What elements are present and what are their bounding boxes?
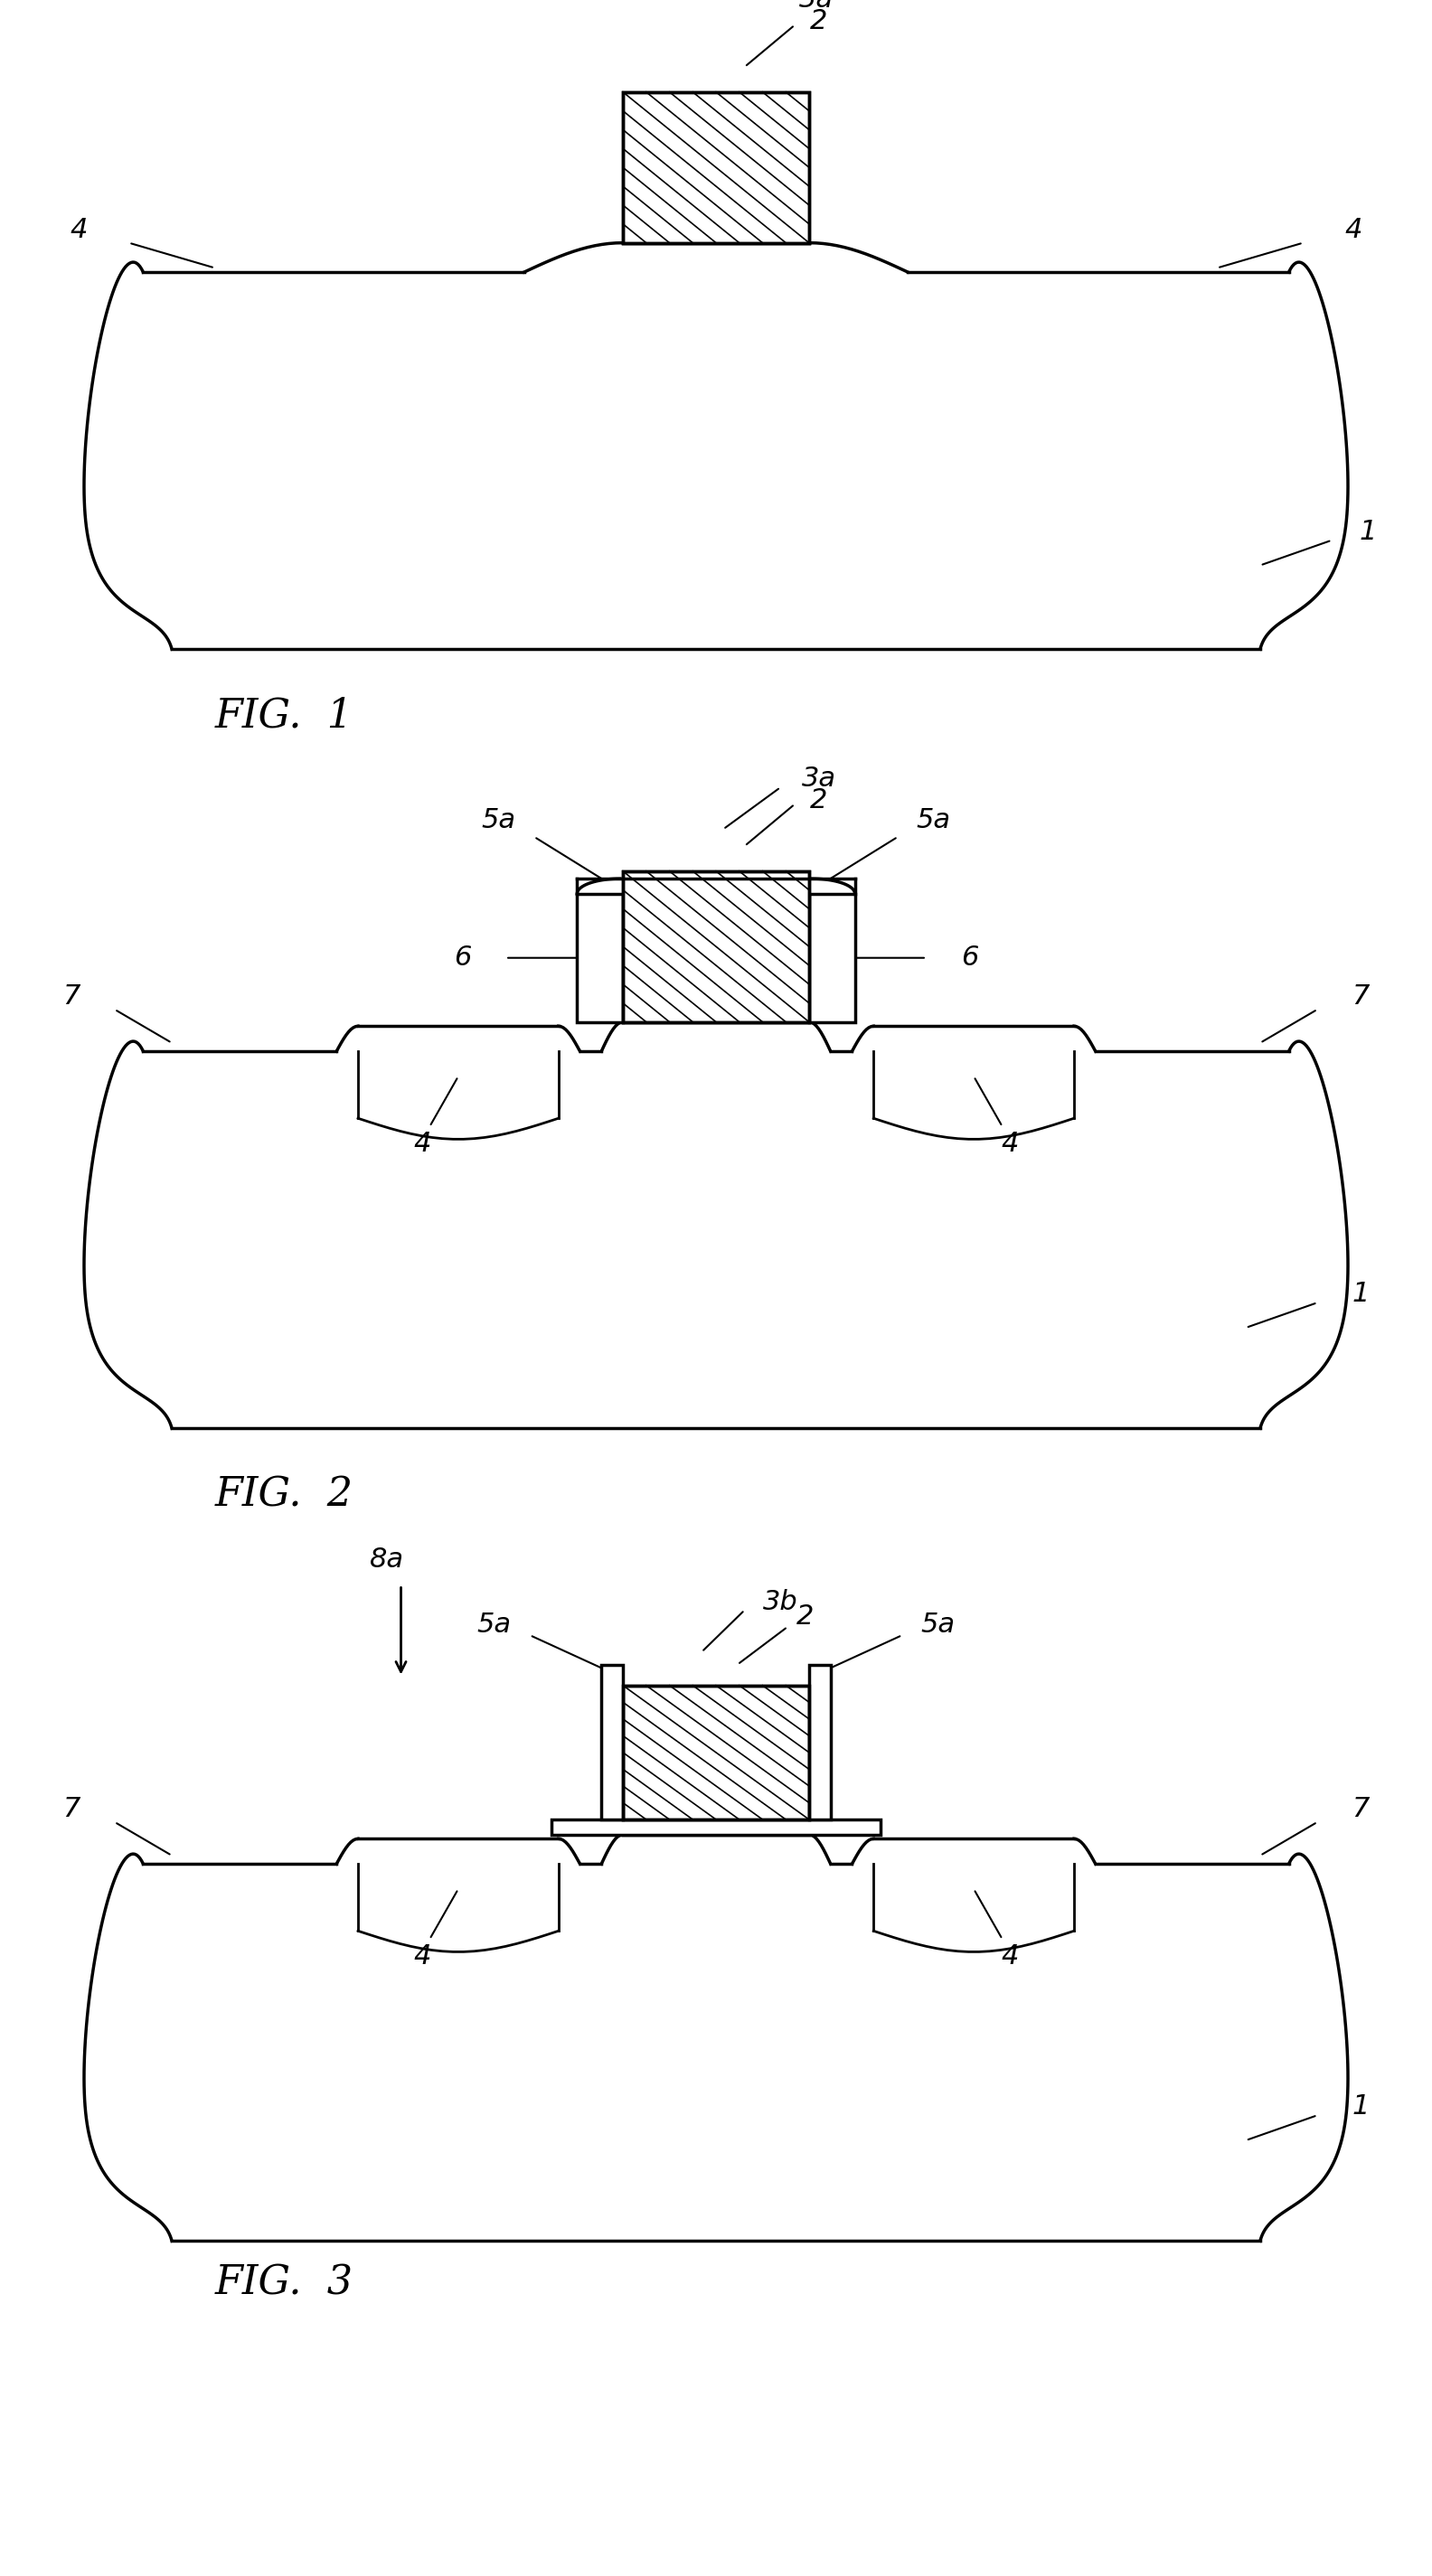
- Bar: [551, 1819, 881, 1834]
- Text: 1: 1: [1352, 2094, 1369, 2120]
- Text: FIG.  1: FIG. 1: [215, 696, 354, 737]
- Text: 4: 4: [414, 1942, 431, 1968]
- Text: 7: 7: [63, 984, 80, 1010]
- Text: 1: 1: [1359, 518, 1376, 546]
- Bar: [623, 1685, 809, 1819]
- Text: 7: 7: [63, 1795, 80, 1824]
- Bar: [601, 1664, 623, 1819]
- Text: FIG.  2: FIG. 2: [215, 1476, 354, 1515]
- Text: 5a: 5a: [921, 1613, 955, 1638]
- Bar: [623, 93, 809, 242]
- Text: 4: 4: [70, 216, 87, 242]
- Text: 2: 2: [811, 8, 828, 33]
- Bar: [577, 894, 623, 1023]
- Text: 3a: 3a: [802, 765, 836, 791]
- Bar: [623, 1685, 809, 1819]
- Text: 3a: 3a: [799, 0, 833, 13]
- Text: 5a: 5a: [477, 1613, 511, 1638]
- Bar: [809, 1664, 831, 1819]
- Text: 6: 6: [454, 945, 471, 971]
- Text: 8a: 8a: [369, 1546, 404, 1574]
- Text: 6: 6: [961, 945, 978, 971]
- Text: 2: 2: [811, 786, 828, 814]
- Text: 4: 4: [414, 1131, 431, 1157]
- Text: 2: 2: [796, 1605, 813, 1631]
- Bar: [623, 871, 809, 1023]
- Text: 4: 4: [1001, 1131, 1018, 1157]
- Bar: [623, 93, 809, 242]
- Text: 4: 4: [1001, 1942, 1018, 1968]
- Text: 3b: 3b: [763, 1589, 798, 1615]
- Text: FIG.  3: FIG. 3: [215, 2264, 354, 2303]
- Text: 5a: 5a: [916, 806, 951, 832]
- Text: 4: 4: [1345, 216, 1362, 242]
- Text: 5a: 5a: [481, 806, 516, 832]
- Text: 1: 1: [1352, 1280, 1369, 1306]
- Bar: [809, 894, 855, 1023]
- Text: 7: 7: [1352, 1795, 1369, 1824]
- Bar: [623, 871, 809, 1023]
- Text: 7: 7: [1352, 984, 1369, 1010]
